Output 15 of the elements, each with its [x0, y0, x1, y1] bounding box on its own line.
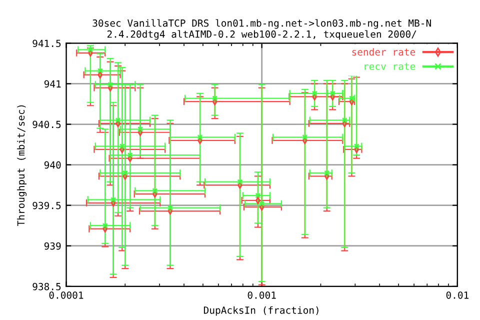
y-axis-title: Throughput (mbit/sec)	[17, 105, 27, 226]
x-tick-label: 0.01	[446, 291, 468, 299]
y-tick-label: 940	[44, 161, 61, 169]
y-tick-label: 939	[44, 242, 61, 250]
y-tick-label: 938.5	[32, 282, 61, 290]
y-tick-label: 939.5	[32, 202, 61, 210]
legend-label: sender rate	[352, 48, 416, 56]
y-tick-label: 941	[44, 80, 61, 88]
legend-label: recv rate	[364, 62, 416, 70]
y-tick-label: 940.5	[32, 120, 61, 128]
chart-title: 30sec VanillaTCP DRS lon01.mb-ng.net->lon03.mb-ng.net MB-N 2.4.20dtg4 altAIMD-0.2 web100-2.2.1, txqueuelen 2000/	[92, 19, 431, 40]
x-axis-title: DupAcksIn (fraction)	[204, 306, 318, 316]
x-tick-label: 0.0001	[49, 291, 84, 299]
y-tick-label: 941.5	[32, 40, 61, 48]
x-tick-label: 0.001	[248, 291, 276, 299]
